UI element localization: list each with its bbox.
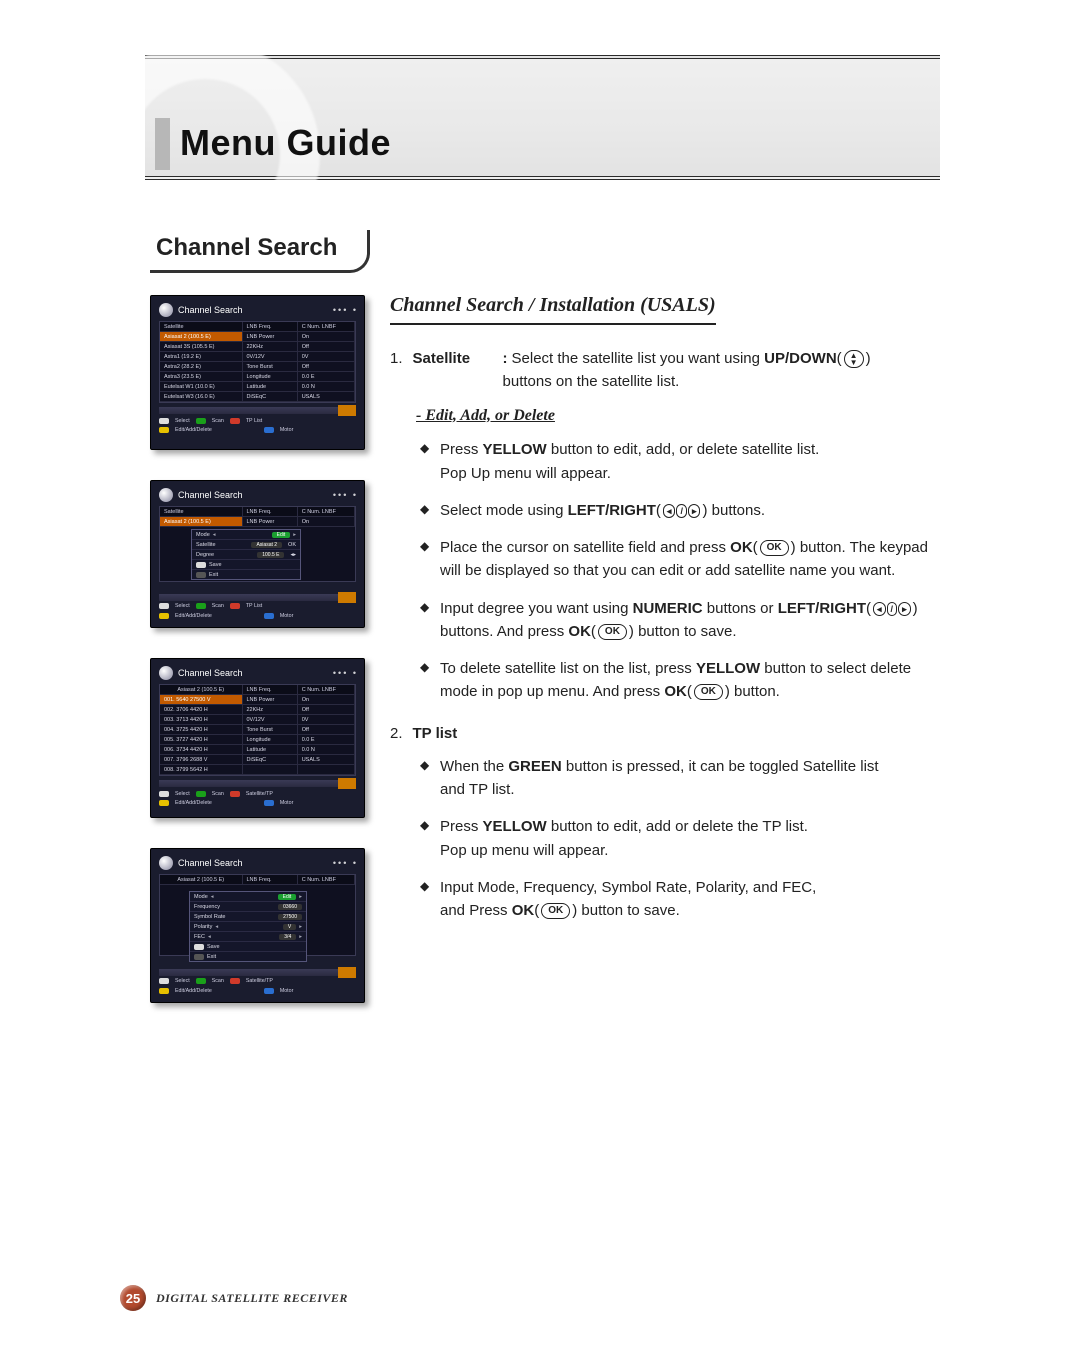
- globe-icon: [159, 303, 173, 317]
- page-banner: Menu Guide: [145, 55, 940, 180]
- screenshot-title: Channel Search ••• •: [151, 659, 364, 684]
- globe-icon: [159, 856, 173, 870]
- list-item: Select mode using LEFT/RIGHT(◂/▸) button…: [420, 499, 935, 522]
- step-label: Satellite: [413, 347, 493, 394]
- updown-button-icon: ▲▼: [844, 350, 864, 368]
- screenshot-title: Channel Search ••• •: [151, 296, 364, 321]
- section-heading-wrap: Channel Search: [150, 230, 370, 273]
- list-item: Press YELLOW button to edit, add, or del…: [420, 438, 935, 485]
- list-item: Input Mode, Frequency, Symbol Rate, Pola…: [420, 876, 935, 923]
- list-item: Input degree you want using NUMERIC butt…: [420, 597, 935, 644]
- step-2: 2. TP list: [390, 722, 935, 745]
- table-row: Asiasat 3S (105.5 E)22KHzOff: [160, 342, 355, 352]
- screenshot-column: Channel Search ••• • Satellite LNB Freq.…: [150, 295, 365, 1033]
- tp-list-section: When the GREEN button is pressed, it can…: [390, 755, 935, 923]
- green-key-icon: [196, 418, 206, 424]
- banner-accent: [155, 118, 170, 170]
- screenshot-title: Channel Search ••• •: [151, 481, 364, 506]
- leftright-button-icon: ◂/▸: [873, 602, 911, 616]
- bullet-list: Press YELLOW button to edit, add, or del…: [416, 438, 935, 703]
- legend: Edit/Add/Delete Motor: [159, 800, 356, 806]
- progress-strip: [159, 780, 356, 787]
- satellite-table: Satellite LNB Freq. C Num. LNBF Asiasat …: [159, 321, 356, 403]
- legend: Select Scan TP List: [159, 603, 262, 609]
- list-item: Press YELLOW button to edit, add or dele…: [420, 815, 935, 862]
- legend: Select Scan TP List: [159, 418, 356, 424]
- screenshot-2: Channel Search ••• • SatelliteLNB Freq.C…: [150, 480, 365, 628]
- leftright-button-icon: ◂/▸: [663, 504, 701, 518]
- edit-popup: Mode◂Edit▸ SatelliteAsiasat 2OK Degree10…: [191, 529, 301, 580]
- tp-edit-popup: Mode◂Edit▸ Frequency03660 Symbol Rate275…: [189, 891, 307, 962]
- globe-icon: [159, 488, 173, 502]
- title-dots-icon: ••• •: [333, 858, 358, 868]
- page-footer: 25 DIGITAL SATELLITE RECEIVER: [120, 1285, 348, 1311]
- blue-key-icon: [264, 427, 274, 433]
- th-cnum: C Num. LNBF: [298, 322, 355, 332]
- step-number: 1.: [390, 347, 403, 394]
- progress-strip: [159, 407, 356, 414]
- globe-icon: [159, 666, 173, 680]
- legend: Select Scan Satellite/TP: [159, 791, 356, 797]
- list-item: When the GREEN button is pressed, it can…: [420, 755, 935, 802]
- progress-strip: [159, 594, 356, 601]
- legend: Edit/Add/Delete Motor: [159, 613, 293, 619]
- yellow-key-icon: [159, 427, 169, 433]
- list-item: To delete satellite list on the list, pr…: [420, 657, 935, 704]
- instruction-column: Channel Search / Installation (USALS) 1.…: [390, 290, 935, 936]
- ok-button-icon: OK: [598, 624, 627, 640]
- step-number: 2.: [390, 722, 403, 745]
- table-row: Astra1 (19.2 E)0V/12V0V: [160, 352, 355, 362]
- table-row: Astra3 (23.5 E)Longitude0.0 E: [160, 372, 355, 382]
- title-dots-icon: ••• •: [333, 668, 358, 678]
- screenshot-4: Channel Search ••• • Asiasat 2 (100.5 E)…: [150, 848, 365, 1003]
- legend: Edit/Add/Delete Motor: [159, 427, 356, 433]
- table-row: Eutelsat W1 (10.0 E)Latitude0.0 N: [160, 382, 355, 392]
- subsection-edit: - Edit, Add, or Delete Press YELLOW butt…: [390, 404, 935, 704]
- ok-button-icon: OK: [541, 903, 570, 919]
- table-row: Eutelsat W3 (16.0 E)DiSEqCUSALS: [160, 392, 355, 402]
- page-number: 25: [120, 1285, 146, 1311]
- bullet-list: When the GREEN button is pressed, it can…: [416, 755, 935, 923]
- table-row: Astra2 (28.2 E)Tone BurstOff: [160, 362, 355, 372]
- title-dots-icon: ••• •: [333, 490, 358, 500]
- ok-key-icon: [159, 418, 169, 424]
- tp-table: Asiasat 2 (100.5 E)LNB Freq.C Num. LNBF …: [159, 684, 356, 776]
- step-label: TP list: [413, 722, 458, 745]
- ok-button-icon: OK: [760, 540, 789, 556]
- screenshot-title-text: Channel Search: [178, 305, 243, 315]
- list-item: Place the cursor on satellite field and …: [420, 536, 935, 583]
- ok-button-icon: OK: [694, 684, 723, 700]
- progress-strip: [159, 969, 356, 976]
- legend: Select Scan Satellite/TP: [159, 978, 273, 984]
- screenshot-1: Channel Search ••• • Satellite LNB Freq.…: [150, 295, 365, 450]
- sub-heading: - Edit, Add, or Delete: [416, 404, 935, 429]
- footer-label: DIGITAL SATELLITE RECEIVER: [156, 1291, 348, 1306]
- step-text: :Select the satellite list you want usin…: [503, 347, 871, 394]
- banner-title: Menu Guide: [180, 122, 391, 164]
- screenshot-title: Channel Search ••• •: [151, 849, 364, 874]
- red-key-icon: [230, 418, 240, 424]
- th-lnb: LNB Freq.: [243, 322, 298, 332]
- table-row: Asiasat 2 (100.5 E)LNB PowerOn: [160, 332, 355, 342]
- legend: Edit/Add/Delete Motor: [159, 988, 293, 994]
- step-1: 1. Satellite :Select the satellite list …: [390, 347, 935, 394]
- subsection-title: Channel Search / Installation (USALS): [390, 290, 716, 325]
- screenshot-3: Channel Search ••• • Asiasat 2 (100.5 E)…: [150, 658, 365, 818]
- title-dots-icon: ••• •: [333, 305, 358, 315]
- th-satellite: Satellite: [160, 322, 243, 332]
- section-heading: Channel Search: [150, 230, 370, 273]
- table-head: Satellite LNB Freq. C Num. LNBF: [160, 322, 355, 332]
